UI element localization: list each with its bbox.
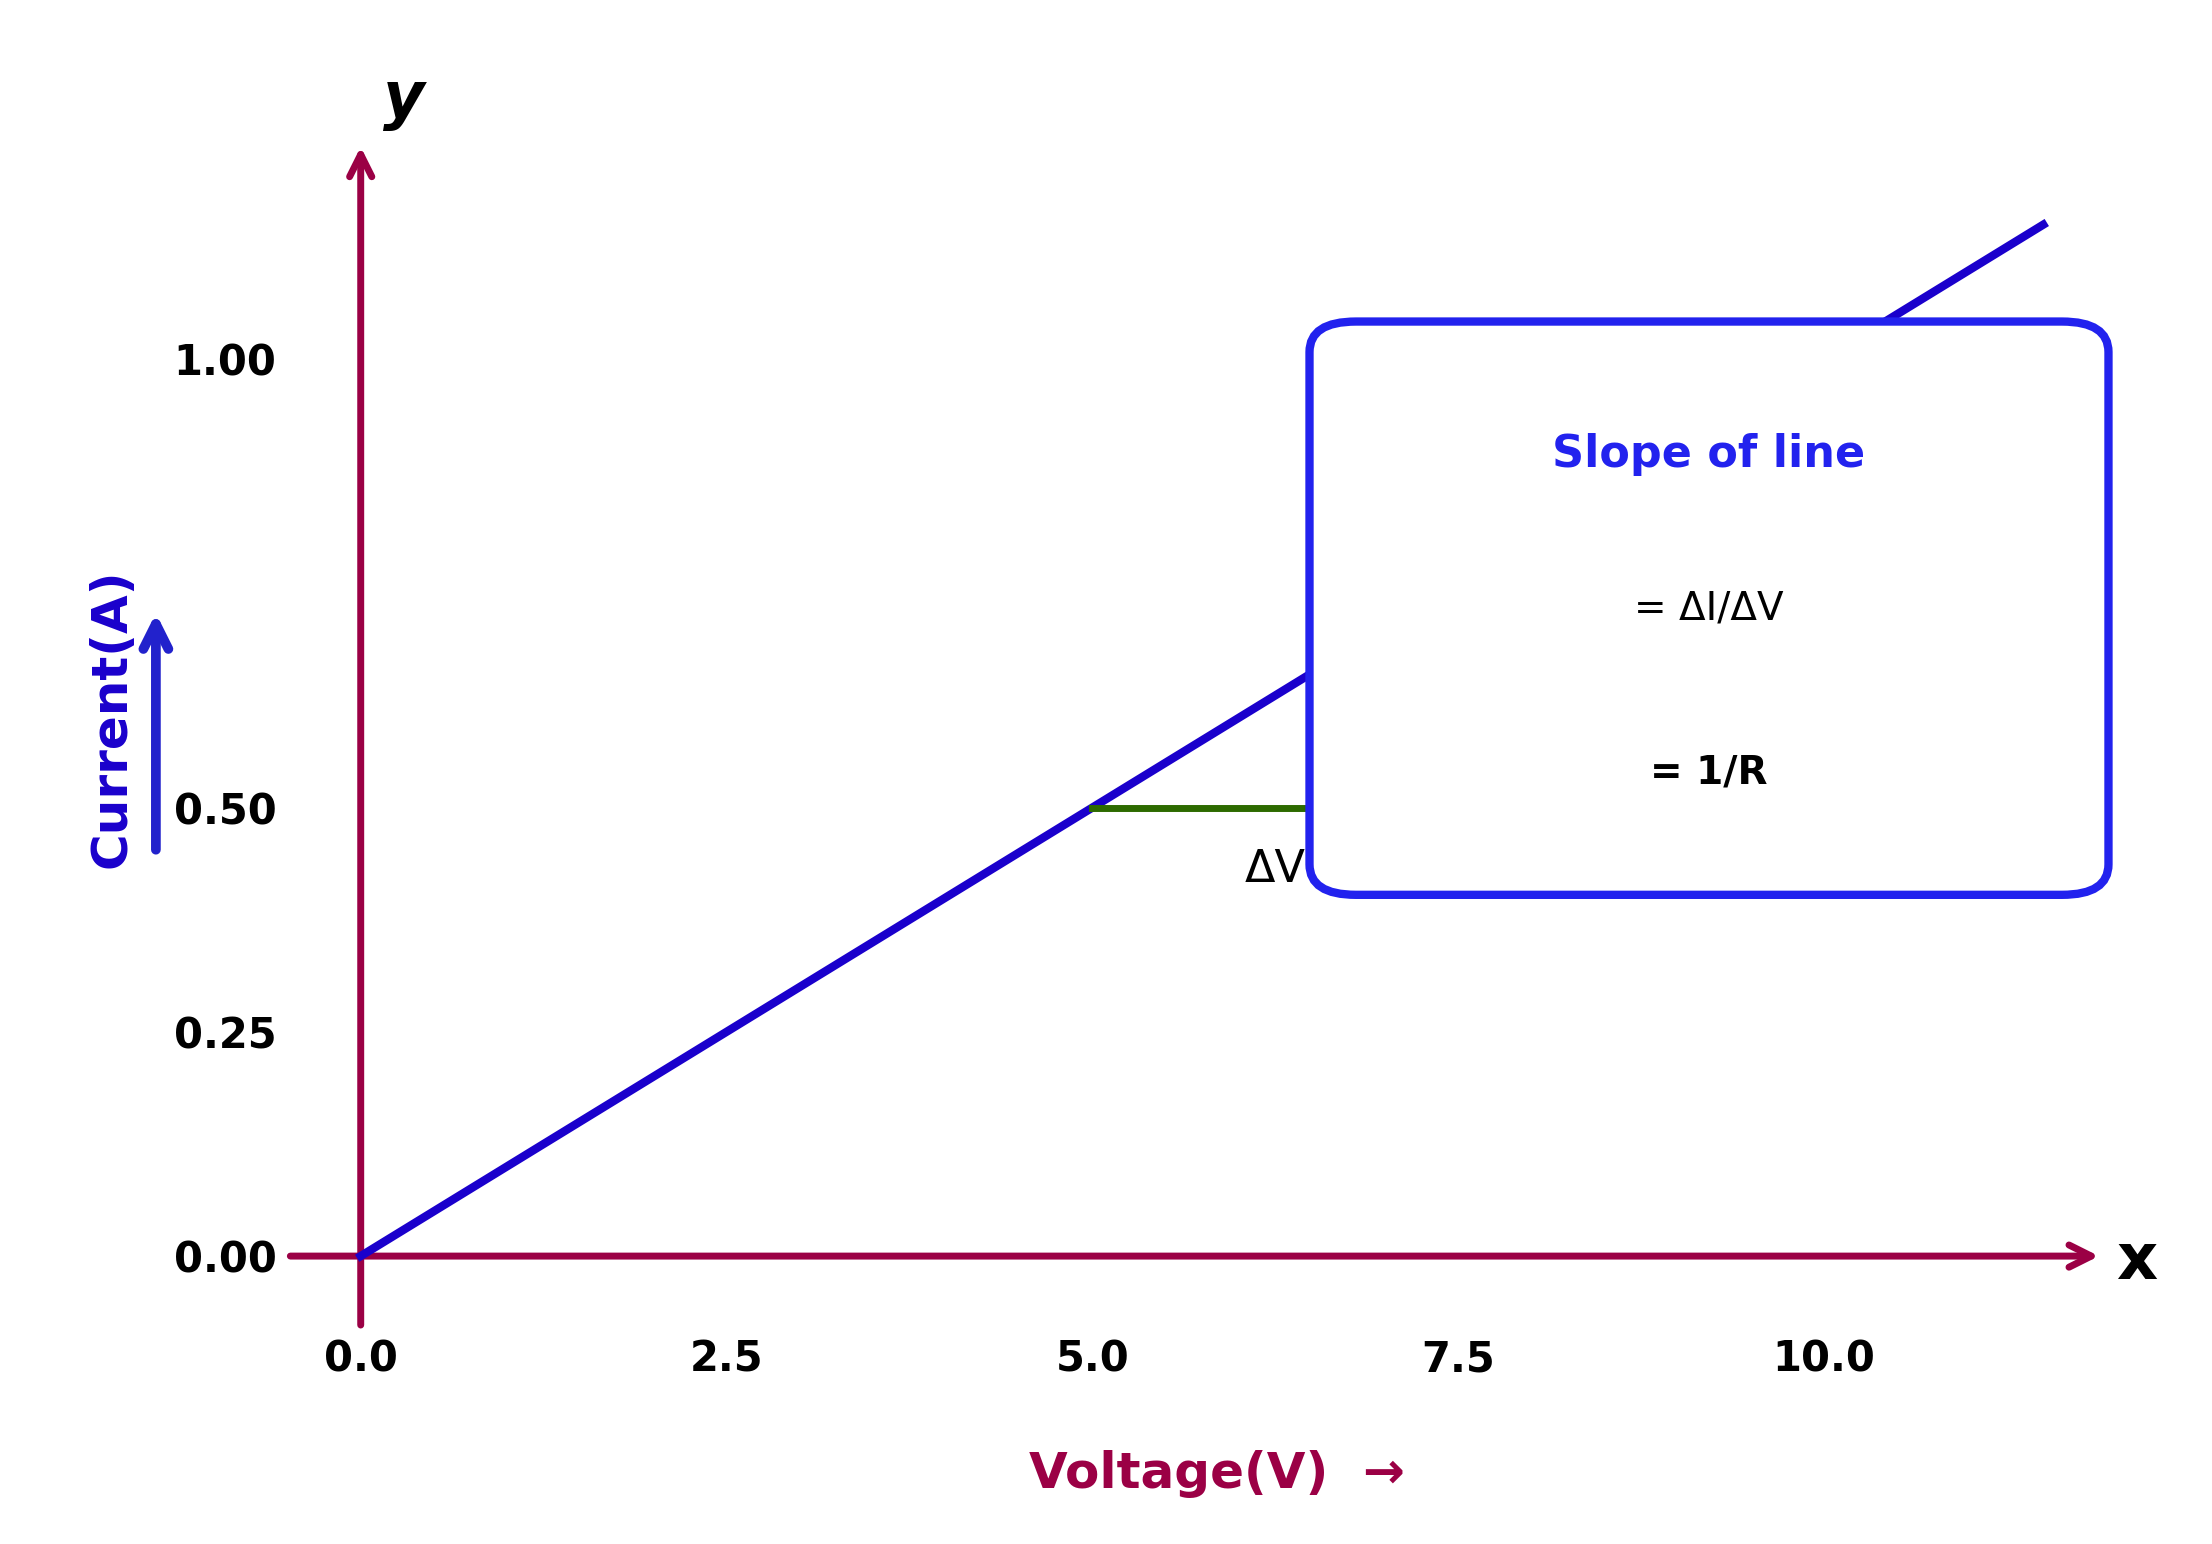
Text: Slope of line: Slope of line [1553,432,1865,476]
FancyBboxPatch shape [1310,321,2108,896]
Text: Current(A): Current(A) [86,568,135,868]
Text: x: x [2117,1229,2157,1292]
Text: = 1/R: = 1/R [1650,753,1767,791]
Text: y: y [383,68,425,131]
Text: Voltage(V)  →: Voltage(V) → [1029,1450,1405,1498]
Text: = ΔI/ΔV: = ΔI/ΔV [1635,590,1783,627]
Text: ΔV: ΔV [1245,848,1305,891]
Text: ΔI: ΔI [1495,562,1537,605]
